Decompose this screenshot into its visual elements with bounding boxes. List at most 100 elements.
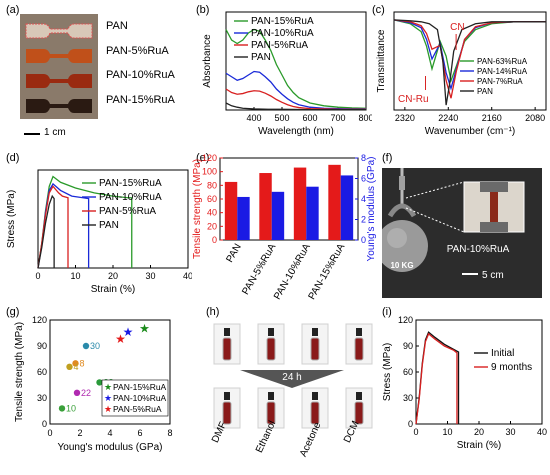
plot-frame bbox=[393, 11, 547, 111]
y-tick-label: 120 bbox=[202, 153, 217, 163]
bar-modulus bbox=[340, 175, 354, 240]
legend-label: PAN-7%RuA bbox=[477, 77, 523, 86]
y-axis-label: Absorbance bbox=[202, 34, 213, 88]
x-tick-label: 4 bbox=[107, 428, 112, 438]
reference-label: 22 bbox=[81, 388, 91, 398]
series-line-PAN-5%RuA bbox=[225, 88, 366, 110]
panel-label-b: (b) bbox=[196, 4, 210, 16]
x-axis-label: Strain (%) bbox=[457, 440, 501, 451]
panel-f-photo: 10 KG PAN-10%RuA 5 cm bbox=[376, 168, 542, 298]
x-tick-label: 2 bbox=[77, 428, 82, 438]
legend-label: Initial bbox=[491, 348, 514, 359]
scale-bar-label: 1 cm bbox=[44, 127, 66, 138]
sample-label-pan: PAN bbox=[106, 20, 128, 32]
star-point-PAN-15%RuA: ★ bbox=[139, 322, 150, 336]
y-tick-label: 20 bbox=[207, 221, 217, 231]
x-tick-label: 10 bbox=[70, 271, 80, 281]
x-tick-label: 2240 bbox=[438, 113, 458, 123]
reference-point bbox=[58, 405, 66, 412]
vial-clamp bbox=[268, 392, 274, 400]
legend-label: PAN bbox=[99, 220, 119, 231]
vial-sample bbox=[354, 401, 364, 425]
y-tick-label: 120 bbox=[32, 315, 47, 325]
y-axis-label: Stress (MPa) bbox=[6, 190, 17, 248]
panel-label-c: (c) bbox=[372, 4, 385, 16]
series-line-PAN-10%RuA bbox=[225, 70, 366, 110]
panel-h-vials: 24 h DMF Ethanol Acetone DCM bbox=[204, 318, 380, 468]
chart-g-ashby: 0 2 4 6 8 0 30 60 90 120 Young's modulus (GPa) Tens… bbox=[14, 315, 173, 453]
vial-clamp bbox=[312, 392, 318, 400]
panel-label-e: (e) bbox=[196, 152, 210, 164]
legend-box bbox=[101, 379, 169, 417]
category-label: PAN-5%RuA bbox=[240, 242, 278, 297]
y-tick-label: 0 bbox=[408, 419, 413, 429]
x-tick-label: 20 bbox=[108, 271, 118, 281]
series-line-Initial bbox=[415, 331, 460, 425]
y2-axis-label: Young's modulus (GPa) bbox=[366, 157, 377, 262]
sample-label-pan-10: PAN-10%RuA bbox=[106, 69, 175, 81]
chart-e-bars: 0 20 40 60 80 100 120 0 2 4 6 8 PANPAN-5%RuAPAN-10%R… bbox=[192, 153, 377, 302]
y-axis-label: Transmittance bbox=[376, 29, 387, 92]
x-axis-label: Wavelength (nm) bbox=[258, 126, 334, 137]
panel-label-g: (g) bbox=[6, 306, 20, 318]
y2-tick-label: 2 bbox=[361, 215, 366, 225]
y-axis-label: Tensile strength (MPa) bbox=[192, 159, 203, 259]
x-axis-label: Strain (%) bbox=[91, 284, 135, 295]
vial-sample bbox=[266, 337, 276, 361]
time-arrow bbox=[240, 370, 344, 388]
panel-label-i: (i) bbox=[382, 306, 392, 318]
series-line-PAN-5%RuA bbox=[37, 185, 69, 269]
y2-tick-label: 4 bbox=[361, 194, 366, 204]
star-point-PAN-5%RuA: ★ bbox=[115, 332, 126, 346]
legend-label: PAN-15%RuA bbox=[113, 382, 167, 392]
scale-bar-f: 5 cm bbox=[482, 270, 504, 281]
series-line-PAN-14%RuA bbox=[393, 19, 546, 91]
x-tick-label: 600 bbox=[302, 113, 317, 123]
bar-tensile bbox=[328, 164, 341, 240]
category-label: PAN-15%RuA bbox=[307, 242, 348, 302]
reference-label: 30 bbox=[90, 341, 100, 351]
y-tick-label: 0 bbox=[212, 235, 217, 245]
series-line-PAN-15%RuA bbox=[225, 28, 367, 109]
x-tick-label: 0 bbox=[413, 427, 418, 437]
bar-modulus bbox=[306, 186, 319, 240]
bar-modulus bbox=[271, 191, 285, 240]
vial-sample bbox=[354, 337, 364, 361]
x-tick-label: 500 bbox=[274, 113, 289, 123]
y-tick-label: 120 bbox=[398, 315, 413, 325]
series-line-PAN bbox=[37, 194, 55, 269]
legend-label: 9 months bbox=[491, 362, 532, 373]
reference-label: 4 bbox=[74, 362, 79, 372]
x-tick-label: 400 bbox=[246, 113, 261, 123]
x-tick-label: 700 bbox=[330, 113, 345, 123]
series-line-PAN bbox=[225, 102, 366, 111]
series-line-PAN bbox=[393, 19, 546, 106]
reference-point bbox=[72, 360, 79, 367]
y-tick-label: 60 bbox=[37, 367, 47, 377]
kettlebell-photo: 10 KG PAN-10%RuA 5 cm bbox=[376, 168, 525, 281]
y-tick-label: 30 bbox=[403, 393, 413, 403]
y-tick-label: 100 bbox=[202, 167, 217, 177]
y-axis-label: Tensile strength (MPa) bbox=[14, 322, 25, 422]
x-tick-label: 2080 bbox=[525, 113, 545, 123]
x-tick-label: 0 bbox=[47, 428, 52, 438]
x-tick-label: 20 bbox=[474, 427, 484, 437]
y-axis-label: Stress (MPa) bbox=[382, 343, 393, 401]
panel-label-d: (d) bbox=[6, 152, 20, 164]
vial-photos: 24 h bbox=[213, 323, 373, 429]
y-tick-label: 0 bbox=[42, 419, 47, 429]
y2-tick-label: 0 bbox=[361, 235, 366, 245]
panel-a: PAN PAN-5%RuA PAN-10%RuA PAN-15%RuA 1 cm bbox=[20, 14, 190, 144]
sample-label-pan-5: PAN-5%RuA bbox=[106, 45, 169, 57]
y-tick-label: 40 bbox=[207, 208, 217, 218]
legend-marker: ★ bbox=[104, 404, 112, 414]
sample-photos bbox=[25, 23, 93, 113]
x-tick-label: 10 bbox=[442, 427, 452, 437]
legend-label: PAN-10%RuA bbox=[113, 393, 167, 403]
reference-label: 8 bbox=[80, 358, 85, 368]
dogbone-sample-0 bbox=[25, 23, 93, 39]
panel-label-a: (a) bbox=[6, 4, 20, 16]
bar-tensile bbox=[259, 173, 272, 240]
x-tick-label: 40 bbox=[183, 271, 192, 281]
sample-label-f: PAN-10%RuA bbox=[447, 244, 510, 255]
